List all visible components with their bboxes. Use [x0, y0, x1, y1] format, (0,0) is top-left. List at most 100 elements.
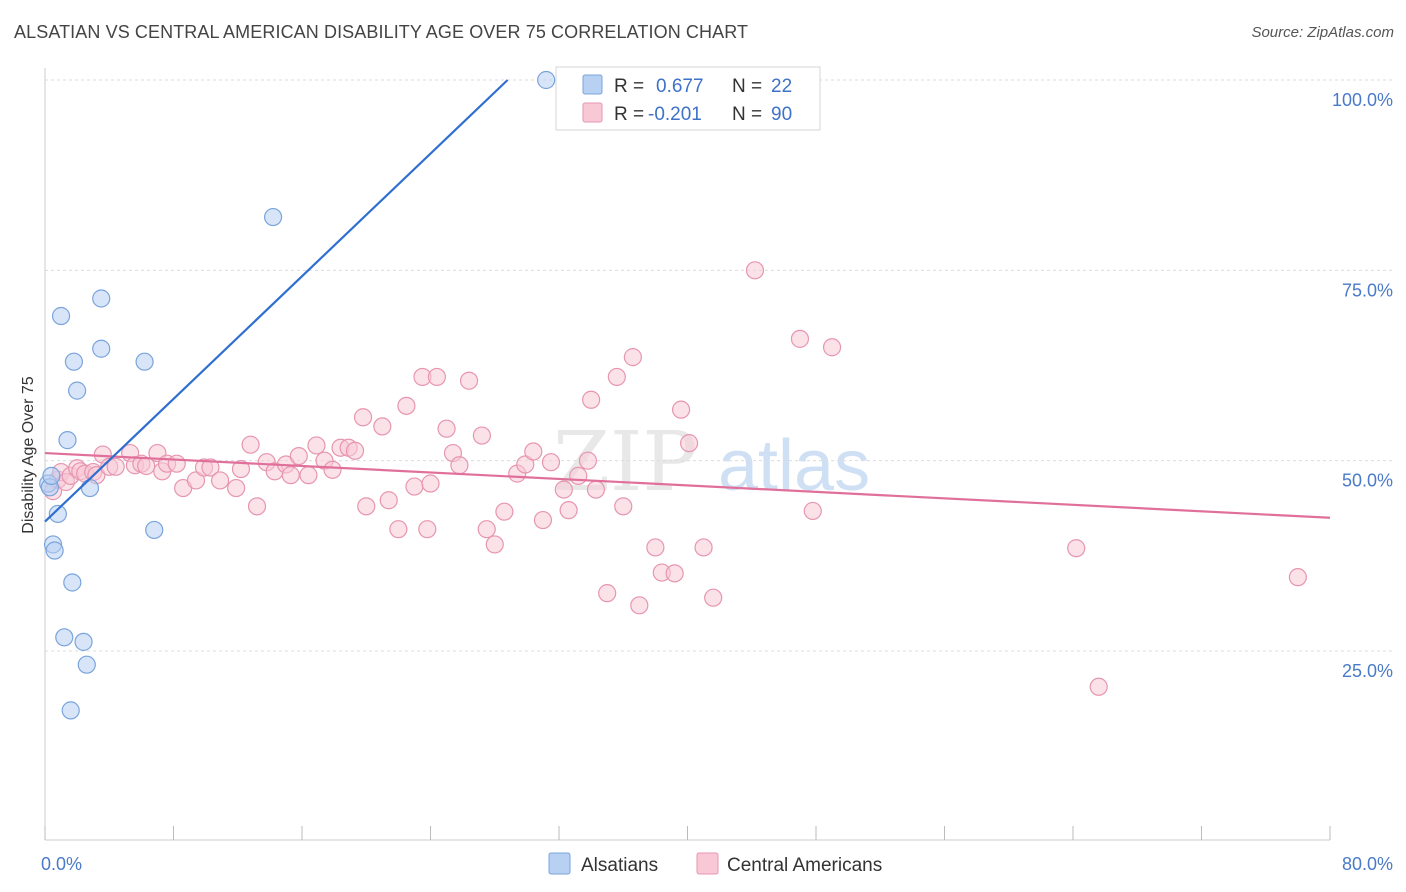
- central-americans-point-58: [478, 521, 495, 538]
- central-americans-point-64: [534, 512, 551, 529]
- legend-n-label-2: N =: [732, 104, 762, 125]
- bottom-legend-swatch-alsatians: [549, 853, 570, 874]
- central-americans-point-66: [555, 481, 572, 498]
- central-americans-point-83: [705, 589, 722, 606]
- central-americans-point-68: [570, 467, 587, 484]
- central-americans-point-33: [282, 467, 299, 484]
- alsatians-point-21: [538, 72, 555, 89]
- central-americans-point-50: [419, 521, 436, 538]
- central-americans-point-38: [324, 461, 341, 478]
- central-americans-point-69: [579, 452, 596, 469]
- alsatians-point-7: [59, 432, 76, 449]
- alsatians-point-11: [69, 382, 86, 399]
- alsatians-points: [40, 72, 555, 719]
- alsatians-point-8: [62, 702, 79, 719]
- watermark-zip: ZIP: [553, 415, 698, 510]
- x-tick-label-0: 0.0%: [41, 854, 82, 874]
- central-americans-point-89: [1289, 569, 1306, 586]
- central-americans-point-60: [496, 503, 513, 520]
- legend-r-label-2: R =: [614, 104, 644, 125]
- alsatians-point-15: [81, 480, 98, 497]
- central-americans-point-87: [824, 339, 841, 356]
- central-americans-point-29: [249, 498, 266, 515]
- central-americans-point-75: [624, 349, 641, 366]
- legend-swatch-alsatians: [583, 75, 602, 94]
- legend-n-value-2: 90: [771, 104, 792, 125]
- central-americans-point-25: [212, 472, 229, 489]
- y-tick-label-100: 100.0%: [1332, 90, 1393, 110]
- central-americans-point-47: [398, 397, 415, 414]
- central-americans-point-44: [374, 418, 391, 435]
- central-americans-point-74: [615, 498, 632, 515]
- alsatians-point-17: [93, 340, 110, 357]
- alsatians-point-20: [265, 209, 282, 226]
- central-americans-point-77: [647, 539, 664, 556]
- central-americans-point-76: [631, 597, 648, 614]
- central-americans-point-57: [473, 427, 490, 444]
- central-americans-point-67: [560, 502, 577, 519]
- bottom-legend-label-central-americans: Central Americans: [727, 855, 882, 876]
- alsatians-point-14: [78, 656, 95, 673]
- central-americans-point-35: [300, 467, 317, 484]
- central-americans-point-28: [242, 436, 259, 453]
- central-americans-point-52: [428, 368, 445, 385]
- central-americans-point-88: [1068, 540, 1085, 557]
- central-americans-point-42: [355, 409, 372, 426]
- y-axis-label: Disability Age Over 75: [20, 376, 37, 534]
- central-americans-point-73: [608, 368, 625, 385]
- central-americans-point-59: [486, 536, 503, 553]
- central-americans-point-79: [666, 565, 683, 582]
- central-americans-point-65: [542, 454, 559, 471]
- alsatians-point-19: [146, 521, 163, 538]
- alsatians-point-12: [56, 629, 73, 646]
- series-legend: Alsatians Central Americans: [549, 853, 882, 876]
- alsatians-point-13: [75, 633, 92, 650]
- central-americans-point-90: [1090, 678, 1107, 695]
- central-americans-point-82: [695, 539, 712, 556]
- scatter-chart: ZIP atlas 25.0%50.0%75.0%100.0% 0.0% 80.0…: [0, 0, 1406, 892]
- central-americans-point-81: [681, 435, 698, 452]
- central-americans-point-46: [390, 521, 407, 538]
- central-americans-point-80: [673, 401, 690, 418]
- central-americans-point-34: [290, 448, 307, 465]
- central-americans-point-51: [422, 475, 439, 492]
- central-americans-point-72: [599, 585, 616, 602]
- alsatians-point-4: [46, 542, 63, 559]
- alsatians-point-16: [93, 290, 110, 307]
- central-americans-point-84: [746, 262, 763, 279]
- central-americans-point-86: [804, 502, 821, 519]
- y-tick-label-75: 75.0%: [1342, 280, 1393, 300]
- y-tick-label-50: 50.0%: [1342, 471, 1393, 491]
- central-americans-point-45: [380, 492, 397, 509]
- y-tick-label-25: 25.0%: [1342, 661, 1393, 681]
- bottom-legend-swatch-central-americans: [697, 853, 718, 874]
- x-tick-label-80: 80.0%: [1342, 854, 1393, 874]
- alsatians-point-9: [64, 574, 81, 591]
- legend-n-label-1: N =: [732, 76, 762, 97]
- central-americans-point-63: [525, 443, 542, 460]
- alsatians-point-2: [43, 467, 60, 484]
- central-americans-point-71: [587, 481, 604, 498]
- central-americans-point-56: [461, 372, 478, 389]
- legend-r-value-1: 0.677: [656, 76, 704, 97]
- central-americans-point-55: [451, 457, 468, 474]
- legend-n-value-1: 22: [771, 76, 792, 97]
- central-americans-point-26: [228, 480, 245, 497]
- central-americans-point-36: [308, 437, 325, 454]
- central-americans-point-43: [358, 498, 375, 515]
- legend-r-value-2: -0.201: [648, 104, 702, 125]
- central-americans-point-70: [583, 391, 600, 408]
- alsatians-trend-line: [45, 80, 508, 522]
- bottom-legend-label-alsatians: Alsatians: [581, 855, 658, 876]
- legend-r-label-1: R =: [614, 76, 644, 97]
- legend-swatch-central-americans: [583, 103, 602, 122]
- correlation-legend: R = 0.677 N = 22 R = -0.201 N = 90: [556, 67, 820, 130]
- alsatians-point-10: [65, 353, 82, 370]
- central-americans-point-53: [438, 420, 455, 437]
- alsatians-point-18: [136, 353, 153, 370]
- alsatians-point-6: [53, 308, 70, 325]
- central-americans-point-85: [791, 330, 808, 347]
- central-americans-point-41: [347, 442, 364, 459]
- central-americans-point-20: [168, 455, 185, 472]
- central-americans-point-48: [406, 478, 423, 495]
